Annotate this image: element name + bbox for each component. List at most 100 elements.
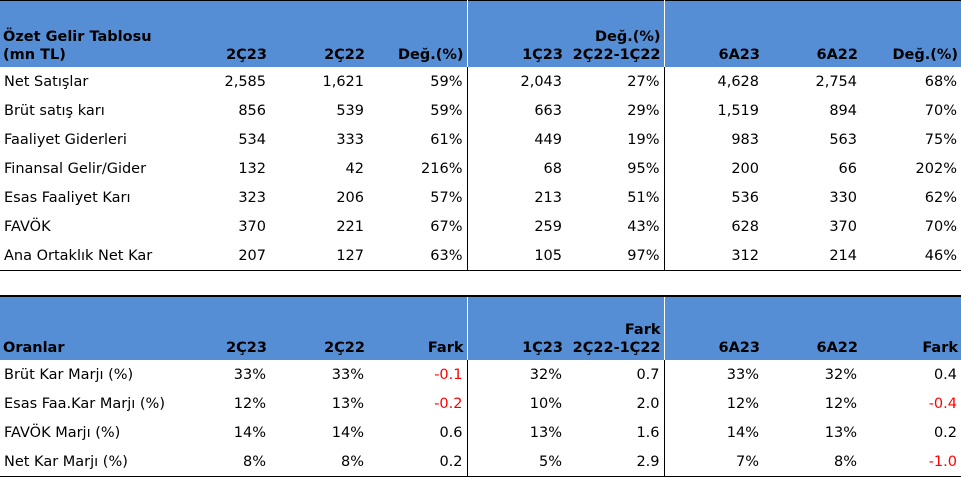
table-cell: -0.1 [434, 366, 463, 383]
column-header: Fark [861, 296, 961, 360]
table-cell: 0.2 [368, 447, 467, 477]
header-title-cell: Oranlar [0, 296, 180, 360]
column-header-line: 1Ç23 [522, 47, 563, 63]
table-cell: 2,043 [466, 67, 566, 96]
column-header: 2Ç22 [270, 296, 368, 360]
row-label: Net Satışlar [4, 73, 89, 90]
header-row: Özet Gelir Tablosu (mn TL) 2Ç23 2Ç22 Değ.(%)… [0, 0, 961, 67]
column-header-line: Fark [427, 340, 464, 356]
table-row: Brüt satış karı 856 539 59% 663 29% 1,519 894 70… [0, 96, 961, 125]
table-cell: 534 [238, 131, 266, 148]
table-cell: 539 [336, 102, 364, 119]
table-cell: 97% [566, 241, 664, 271]
table-row: FAVÖK 370 221 67% 259 43% 628 370 70% [0, 212, 961, 241]
row-label: Brüt Kar Marjı (%) [4, 366, 134, 383]
column-header: 2Ç23 [180, 296, 270, 360]
table-row: Net Kar Marjı (%) 8% 8% 0.2 5% 2.9 7% 8% -1.0 [0, 447, 961, 477]
column-header: Fark 2Ç22-1Ç22 [566, 296, 664, 360]
column-header: 6A22 [763, 0, 861, 67]
table-row: Esas Faaliyet Karı 323 206 57% 213 51% 536 330 6… [0, 183, 961, 212]
table-row: Ana Ortaklık Net Kar 207 127 63% 105 97% 312 21… [0, 241, 961, 271]
table-cell: 105 [466, 241, 566, 271]
table-cell: 2.0 [636, 395, 660, 412]
header-title-line: (mn TL) [3, 47, 66, 63]
row-label: Ana Ortaklık Net Kar [0, 241, 180, 271]
table-cell: 312 [663, 241, 763, 271]
table-cell: 13% [824, 424, 857, 441]
table-cell: 57% [430, 189, 463, 206]
table-cell: 12% [233, 395, 266, 412]
table-cell: 27% [627, 73, 660, 90]
row-label: Net Kar Marjı (%) [0, 447, 180, 477]
table-cell: 127 [270, 241, 368, 271]
table-row: Finansal Gelir/Gider 132 42 216% 68 95% 200 66 2… [0, 154, 961, 183]
column-header: 2Ç23 [180, 0, 270, 67]
table-cell: 42 [345, 160, 364, 177]
table-cell: 214 [763, 241, 861, 271]
table-cell: 10% [466, 389, 566, 418]
table-cell: 59% [430, 102, 463, 119]
row-label: Esas Faaliyet Karı [4, 189, 131, 206]
table-cell: 13% [466, 418, 566, 447]
table-row: Faaliyet Giderleri 534 333 61% 449 19% 983 563 7… [0, 125, 961, 154]
column-header: 6A22 [763, 296, 861, 360]
table-cell: 213 [466, 183, 566, 212]
table-cell: -0.2 [434, 395, 463, 412]
table-cell: 1,519 [663, 96, 763, 125]
table-cell: 63% [368, 241, 467, 271]
table-cell: 95% [627, 160, 660, 177]
table-cell: 333 [336, 131, 364, 148]
table-cell: 70% [924, 102, 957, 119]
table-cell: 663 [466, 96, 566, 125]
column-header: Değ.(%) 2Ç22-1Ç22 [566, 0, 664, 67]
table-cell: 51% [627, 189, 660, 206]
row-label: FAVÖK [4, 218, 51, 235]
table-cell: 207 [180, 241, 270, 271]
summary-income-body: Özet Gelir Tablosu (mn TL) 2Ç23 2Ç22 Değ.(%)… [0, 0, 961, 271]
header-title-line: Özet Gelir Tablosu [3, 29, 152, 45]
table-cell: 62% [924, 189, 957, 206]
ratios-table: Oranlar 2Ç23 2Ç22 Fark 1Ç23 Fark 2Ç22-1Ç22 6A23… [0, 295, 961, 477]
column-header-line: 2Ç22 [324, 47, 365, 63]
table-cell: 2,754 [815, 73, 857, 90]
table-cell: 4,628 [663, 67, 763, 96]
table-cell: 628 [663, 212, 763, 241]
table-cell: 14% [331, 424, 364, 441]
header-row: Oranlar 2Ç23 2Ç22 Fark 1Ç23 Fark 2Ç22-1Ç22 6A23… [0, 296, 961, 360]
table-cell: 70% [924, 218, 957, 235]
table-cell: 983 [663, 125, 763, 154]
table-row: Brüt Kar Marjı (%) 33% 33% -0.1 32% 0.7 33% 32%… [0, 360, 961, 389]
header-title-line: Oranlar [3, 340, 65, 356]
table-cell: 13% [331, 395, 364, 412]
table-cell: 0.6 [439, 424, 463, 441]
table-cell: 33% [233, 366, 266, 383]
table-cell: 67% [430, 218, 463, 235]
column-header-line: 2Ç23 [226, 47, 267, 63]
table-cell: 1.6 [636, 424, 660, 441]
table-cell: 12% [824, 395, 857, 412]
table-cell: 32% [824, 366, 857, 383]
column-header-line: 2Ç23 [226, 340, 267, 356]
table-cell: 8% [270, 447, 368, 477]
column-header: 6A23 [663, 296, 763, 360]
column-header-line: 2Ç22-1Ç22 [572, 340, 661, 356]
column-header-line: 2Ç22 [324, 340, 365, 356]
table-cell: 200 [663, 154, 763, 183]
column-header: Değ.(%) [861, 0, 961, 67]
summary-income-table: Özet Gelir Tablosu (mn TL) 2Ç23 2Ç22 Değ.(%)… [0, 0, 961, 271]
table-cell: 202% [915, 160, 957, 177]
table-cell: 894 [829, 102, 857, 119]
table-cell: 68 [466, 154, 566, 183]
table-cell: 370 [238, 218, 266, 235]
table-row: Esas Faa.Kar Marjı (%) 12% 13% -0.2 10% 2.0 12… [0, 389, 961, 418]
table-cell: 33% [663, 360, 763, 389]
table-cell: 61% [430, 131, 463, 148]
table-cell: 323 [238, 189, 266, 206]
column-header: 2Ç22 [270, 0, 368, 67]
table-cell: 2.9 [566, 447, 664, 477]
table-cell: 2,585 [224, 73, 266, 90]
row-label: Finansal Gelir/Gider [4, 160, 147, 177]
table-cell: 66 [838, 160, 857, 177]
column-header: 1Ç23 [466, 0, 566, 67]
column-header-line: 6A22 [816, 340, 859, 356]
